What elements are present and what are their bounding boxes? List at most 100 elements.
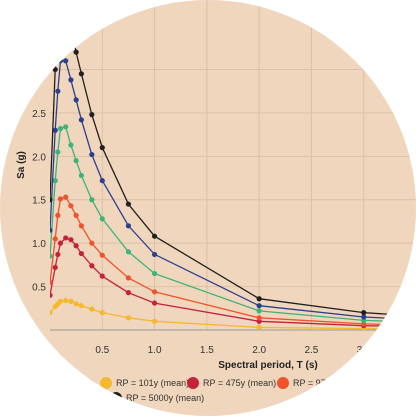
legend-marker-975y (277, 377, 289, 389)
x-tick-label: 1.5 (200, 345, 214, 356)
series-point[interactable] (89, 112, 95, 118)
series-point[interactable] (361, 314, 367, 320)
series-point[interactable] (256, 315, 262, 321)
series-point[interactable] (151, 300, 158, 306)
series-point[interactable] (57, 125, 64, 132)
series-point[interactable] (55, 88, 61, 94)
legend: RP = 101y (mean) RP = 475y (mean) RP = 9… (100, 377, 326, 404)
series-point[interactable] (63, 58, 69, 64)
series-point[interactable] (47, 197, 53, 203)
legend-label-5000y: RP = 5000y (mean) (126, 393, 204, 403)
series-point[interactable] (52, 236, 58, 242)
series-point[interactable] (78, 172, 84, 179)
series-point[interactable] (73, 243, 79, 249)
legend-item-475y[interactable]: RP = 475y (mean) (187, 377, 276, 389)
series-point[interactable] (55, 251, 61, 258)
x-axis-title: Spectral period, T (s) (218, 360, 317, 371)
series-point[interactable] (57, 196, 64, 202)
series-point[interactable] (151, 251, 158, 258)
series-point[interactable] (55, 23, 61, 29)
series-point[interactable] (68, 298, 74, 304)
series-line-2 (50, 196, 416, 326)
series-point[interactable] (125, 290, 132, 296)
series-point[interactable] (47, 279, 53, 285)
series-point[interactable] (99, 252, 105, 258)
x-tick-label: 2.0 (252, 345, 266, 356)
series-point[interactable] (78, 223, 84, 229)
legend-label-101y: RP = 101y (mean) (116, 378, 189, 388)
y-tick-label: 0.5 (32, 283, 46, 294)
series-point[interactable] (99, 178, 105, 184)
series-point[interactable] (73, 49, 79, 55)
series-point[interactable] (52, 66, 58, 73)
legend-item-5000y[interactable]: RP = 5000y (mean) (110, 392, 204, 404)
y-tick-label: 2.5 (32, 109, 46, 120)
series-point[interactable] (78, 250, 84, 257)
series-point[interactable] (125, 249, 132, 255)
series-point[interactable] (57, 58, 64, 64)
legend-marker-101y (100, 377, 112, 389)
series-point[interactable] (125, 275, 132, 281)
series-point[interactable] (99, 145, 105, 151)
series-point[interactable] (47, 253, 53, 259)
y-tick-label: 1.0 (32, 239, 46, 250)
series-point[interactable] (78, 117, 84, 123)
series-point[interactable] (63, 194, 69, 200)
series-point[interactable] (256, 308, 262, 314)
series-point[interactable] (52, 127, 58, 133)
series-point[interactable] (99, 273, 105, 279)
series-point[interactable] (151, 233, 158, 239)
series-point[interactable] (125, 201, 132, 207)
series-point[interactable] (151, 318, 158, 324)
series-point[interactable] (151, 289, 158, 295)
series-point[interactable] (52, 264, 58, 271)
series-point[interactable] (99, 310, 105, 316)
series-point[interactable] (99, 216, 105, 222)
series-point[interactable] (52, 178, 58, 184)
series-point[interactable] (256, 324, 262, 330)
series-point[interactable] (125, 315, 132, 321)
series-point[interactable] (89, 306, 95, 312)
series-point[interactable] (78, 303, 84, 309)
legend-item-975y[interactable]: RP = 97 (277, 377, 326, 389)
series-point[interactable] (47, 292, 53, 298)
series-point[interactable] (47, 227, 53, 233)
series-point[interactable] (68, 77, 74, 83)
series-point[interactable] (68, 142, 74, 148)
legend-label-475y: RP = 475y (mean) (203, 378, 276, 388)
x-tick-label: 0.5 (95, 345, 109, 356)
series-point[interactable] (89, 263, 95, 269)
series-point[interactable] (78, 71, 84, 77)
series-point[interactable] (63, 297, 69, 304)
series-point[interactable] (89, 240, 95, 246)
series-point[interactable] (55, 149, 61, 155)
series-point[interactable] (256, 296, 262, 302)
y-tick-label: 3.0 (32, 65, 46, 76)
series-point[interactable] (63, 235, 69, 241)
series-point[interactable] (125, 223, 132, 229)
series-point[interactable] (89, 151, 95, 158)
series-point[interactable] (57, 298, 64, 304)
series-point[interactable] (151, 270, 158, 277)
series-point[interactable] (47, 310, 53, 316)
series-point[interactable] (55, 212, 61, 218)
series-line-5 (50, 0, 416, 317)
series-point[interactable] (361, 310, 367, 316)
y-tick-label: 1.5 (32, 196, 46, 207)
legend-item-101y[interactable]: RP = 101y (mean) (100, 377, 189, 389)
series-point[interactable] (73, 158, 79, 164)
series-point[interactable] (89, 197, 95, 203)
legend-label-975y: RP = 97 (293, 378, 326, 388)
series-point[interactable] (68, 203, 74, 209)
series-point[interactable] (73, 212, 79, 218)
series-point[interactable] (73, 301, 79, 307)
series-point[interactable] (256, 303, 262, 309)
series-point[interactable] (63, 124, 69, 130)
series-point[interactable] (63, 1, 69, 7)
series-point[interactable] (68, 237, 74, 243)
series-point[interactable] (57, 240, 64, 246)
series-point[interactable] (68, 23, 74, 29)
series-point[interactable] (73, 97, 79, 103)
